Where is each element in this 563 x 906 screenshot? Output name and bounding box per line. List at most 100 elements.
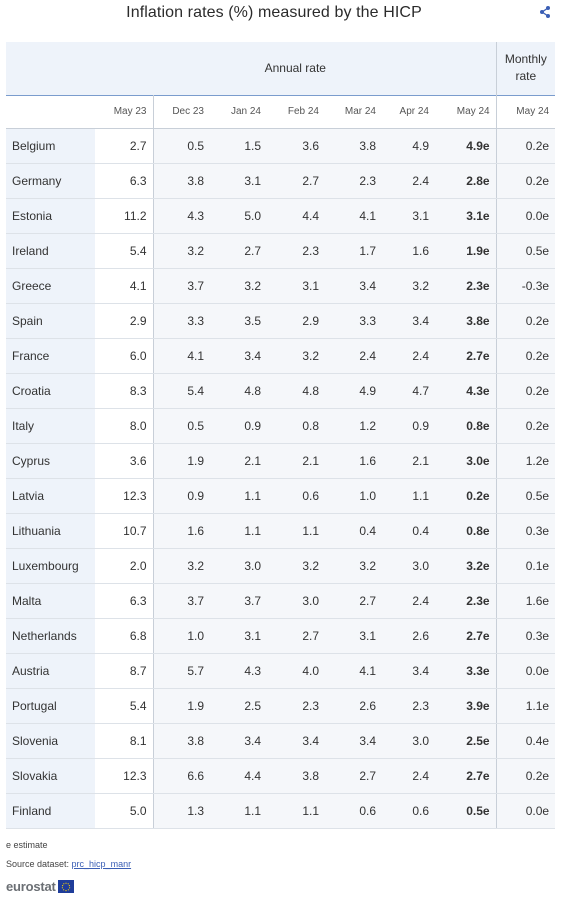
annual-value-cell: 3.2 [382,268,435,304]
annual-value-cell: 3.4 [382,653,435,689]
month-header[interactable]: Apr 24 [382,94,435,128]
logo-text: eurostat [6,878,56,894]
annual-value-cell: 6.0 [95,338,154,374]
page-title: Inflation rates (%) measured by the HICP [126,4,422,21]
annual-value-cell: 2.3e [435,583,497,619]
month-header[interactable]: Mar 24 [325,94,382,128]
annual-value-cell: 1.1 [210,478,267,514]
inflation-table: Annual rate Monthly rate May 23 Dec 23 J… [6,42,556,829]
annual-value-cell: 4.4 [267,198,325,234]
source-label: Source dataset: [6,859,72,869]
annual-value-cell: 3.0 [210,548,267,584]
share-icon[interactable] [537,4,553,20]
monthly-value-cell: 0.2e [496,758,556,794]
country-cell: Malta [6,583,95,619]
annual-value-cell: 1.1 [267,513,325,549]
annual-value-cell: 3.4 [210,338,267,374]
annual-value-cell: 2.7e [435,338,497,374]
monthly-value-cell: 1.6e [496,583,556,619]
annual-value-cell: 3.4 [325,268,382,304]
annual-value-cell: 2.1 [382,443,435,479]
annual-value-cell: 4.3 [153,198,210,234]
table-row: Slovenia 8.1 3.8 3.4 3.4 3.4 3.0 2.5e 0.4e [6,723,556,759]
annual-value-cell: 2.4 [325,338,382,374]
table-row: Croatia 8.3 5.4 4.8 4.8 4.9 4.7 4.3e 0.2e [6,373,556,409]
annual-value-cell: 4.1 [95,268,154,304]
annual-value-cell: 3.4 [267,723,325,759]
annual-value-cell: 3.2 [267,338,325,374]
annual-value-cell: 8.0 [95,408,154,444]
table-row: Italy 8.0 0.5 0.9 0.8 1.2 0.9 0.8e 0.2e [6,408,556,444]
annual-value-cell: 1.0 [153,618,210,654]
annual-value-cell: 2.4 [382,163,435,199]
monthly-value-cell: 0.0e [496,653,556,689]
annual-value-cell: 3.8 [153,723,210,759]
annual-value-cell: 2.0 [95,548,154,584]
annual-value-cell: 2.3 [267,233,325,269]
annual-value-cell: 1.9e [435,233,497,269]
annual-value-cell: 4.1 [325,198,382,234]
annual-value-cell: 4.8 [267,373,325,409]
annual-value-cell: 4.3e [435,373,497,409]
table-row: Estonia 11.2 4.3 5.0 4.4 4.1 3.1 3.1e 0.0e [6,198,556,234]
month-header[interactable]: May 24 [435,94,497,128]
monthly-value-cell: -0.3e [496,268,556,304]
annual-value-cell: 4.7 [382,373,435,409]
annual-value-cell: 2.4 [382,758,435,794]
annual-value-cell: 3.8 [267,758,325,794]
country-cell: Germany [6,163,95,199]
monthly-value-cell: 0.2e [496,408,556,444]
annual-value-cell: 5.7 [153,653,210,689]
table-row: Spain 2.9 3.3 3.5 2.9 3.3 3.4 3.8e 0.2e [6,303,556,339]
annual-value-cell: 2.6 [382,618,435,654]
annual-value-cell: 3.6 [267,127,325,164]
country-cell: Ireland [6,233,95,269]
source-link[interactable]: prc_hicp_manr [71,859,132,869]
annual-value-cell: 2.3 [382,688,435,724]
annual-value-cell: 3.3 [325,303,382,339]
eurostat-logo: eurostat [6,878,74,894]
annual-value-cell: 2.7e [435,618,497,654]
annual-value-cell: 2.5e [435,723,497,759]
annual-value-cell: 1.1 [382,478,435,514]
month-header[interactable]: Dec 23 [153,94,210,128]
month-header[interactable]: Feb 24 [267,94,325,128]
monthly-value-cell: 0.2e [496,303,556,339]
country-cell: Croatia [6,373,95,409]
annual-value-cell: 1.0 [325,478,382,514]
annual-value-cell: 5.4 [95,233,154,269]
annual-value-cell: 3.1e [435,198,497,234]
annual-value-cell: 2.7 [325,758,382,794]
monthly-value-cell: 0.5e [496,233,556,269]
annual-value-cell: 1.3 [153,793,210,829]
month-header[interactable]: Jan 24 [210,94,267,128]
monthly-value-cell: 1.2e [496,443,556,479]
country-cell: Cyprus [6,443,95,479]
annual-value-cell: 8.7 [95,653,154,689]
annual-value-cell: 3.1 [382,198,435,234]
annual-value-cell: 0.2e [435,478,497,514]
annual-value-cell: 2.9 [267,303,325,339]
month-header-blank [6,94,95,128]
annual-value-cell: 0.9 [210,408,267,444]
annual-value-cell: 3.1 [210,618,267,654]
month-header[interactable]: May 24 [496,94,556,128]
annual-value-cell: 0.8e [435,408,497,444]
annual-value-cell: 3.8 [325,127,382,164]
table-row: Lithuania 10.7 1.6 1.1 1.1 0.4 0.4 0.8e 0.3e [6,513,556,549]
country-cell: Finland [6,793,95,829]
annual-value-cell: 4.9 [382,127,435,164]
monthly-label-line1: Monthly [504,52,547,67]
eu-flag-icon [57,880,74,893]
annual-value-cell: 5.0 [210,198,267,234]
month-header[interactable]: May 23 [95,94,154,128]
annual-value-cell: 6.3 [95,163,154,199]
monthly-value-cell: 0.0e [496,793,556,829]
monthly-label-line2: rate [515,69,537,84]
table-row: Cyprus 3.6 1.9 2.1 2.1 1.6 2.1 3.0e 1.2e [6,443,556,479]
annual-value-cell: 0.6 [325,793,382,829]
annual-value-cell: 2.4 [382,583,435,619]
monthly-value-cell: 0.2e [496,127,556,164]
annual-value-cell: 3.8 [153,163,210,199]
annual-value-cell: 0.5 [153,127,210,164]
